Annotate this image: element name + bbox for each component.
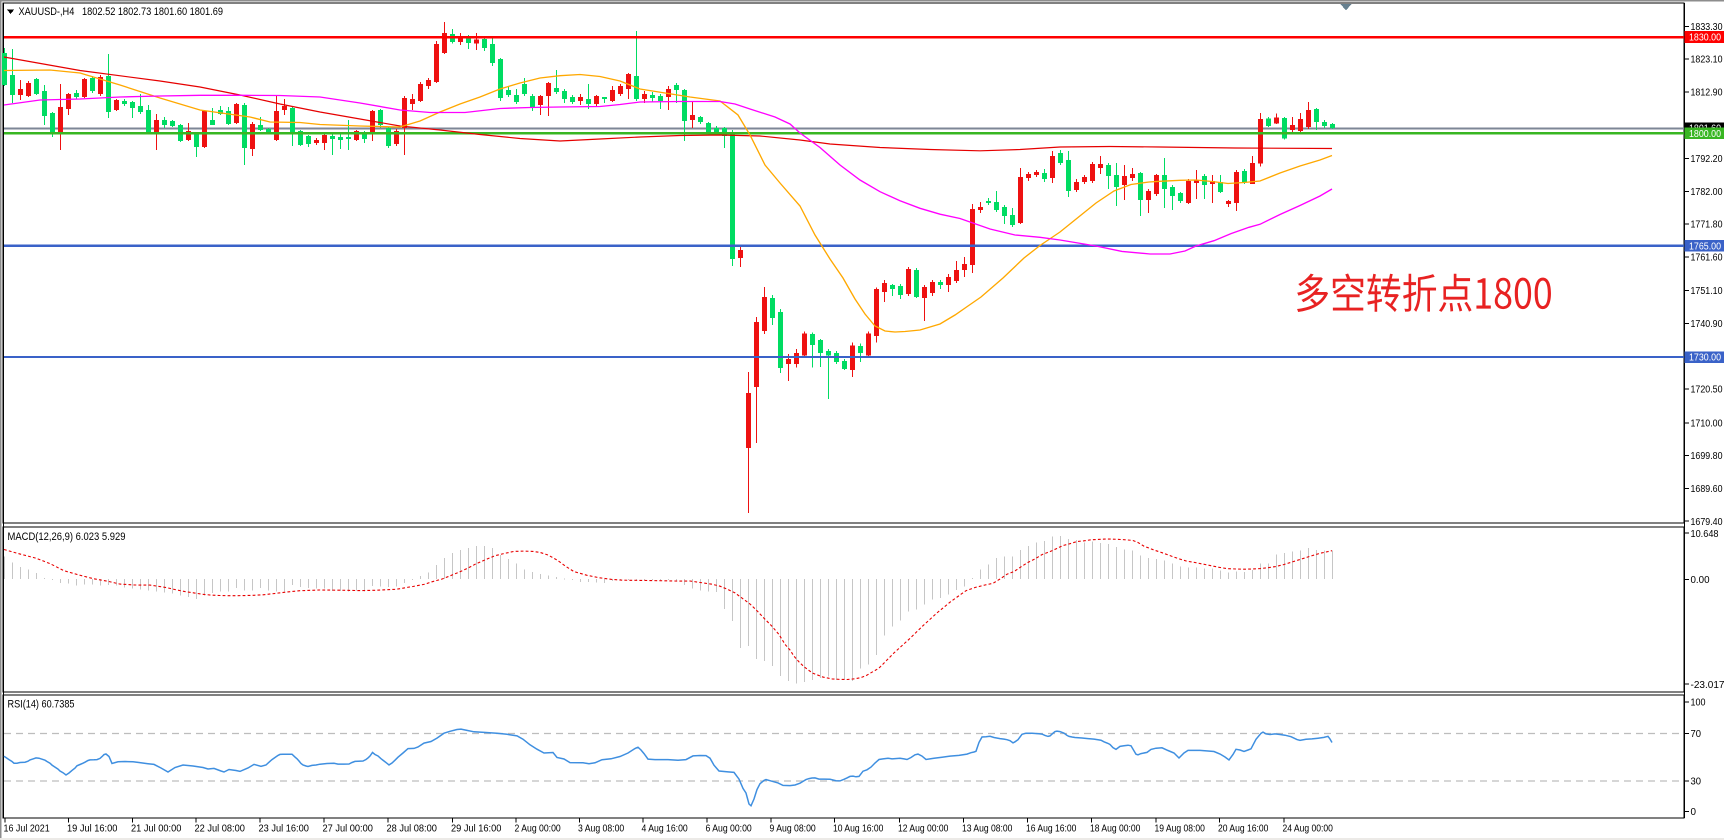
svg-text:19 Jul 16:00: 19 Jul 16:00 bbox=[67, 824, 118, 835]
svg-text:1679.40: 1679.40 bbox=[1691, 517, 1723, 528]
svg-text:1771.80: 1771.80 bbox=[1691, 220, 1723, 231]
svg-text:1830.00: 1830.00 bbox=[1689, 33, 1721, 44]
svg-text:1751.10: 1751.10 bbox=[1691, 286, 1723, 297]
svg-text:2 Aug 00:00: 2 Aug 00:00 bbox=[515, 824, 562, 835]
svg-text:22 Jul 08:00: 22 Jul 08:00 bbox=[195, 824, 246, 835]
svg-text:MACD(12,26,9) 6.023 5.929: MACD(12,26,9) 6.023 5.929 bbox=[8, 531, 126, 543]
svg-text:13 Aug 08:00: 13 Aug 08:00 bbox=[962, 824, 1013, 835]
svg-text:10.648: 10.648 bbox=[1691, 529, 1719, 540]
svg-text:23 Jul 16:00: 23 Jul 16:00 bbox=[259, 824, 310, 835]
svg-text:29 Jul 16:00: 29 Jul 16:00 bbox=[451, 824, 502, 835]
svg-text:3 Aug 08:00: 3 Aug 08:00 bbox=[578, 824, 625, 835]
svg-text:28 Jul 08:00: 28 Jul 08:00 bbox=[387, 824, 438, 835]
svg-text:1730.00: 1730.00 bbox=[1689, 353, 1721, 364]
svg-text:1710.00: 1710.00 bbox=[1691, 418, 1723, 429]
svg-text:RSI(14) 60.7385: RSI(14) 60.7385 bbox=[8, 699, 75, 711]
svg-text:20 Aug 16:00: 20 Aug 16:00 bbox=[1218, 824, 1269, 835]
svg-text:18 Aug 00:00: 18 Aug 00:00 bbox=[1090, 824, 1141, 835]
svg-text:1823.10: 1823.10 bbox=[1691, 55, 1723, 66]
svg-text:19 Aug 08:00: 19 Aug 08:00 bbox=[1155, 824, 1206, 835]
svg-text:1782.00: 1782.00 bbox=[1691, 187, 1723, 198]
svg-text:24 Aug 00:00: 24 Aug 00:00 bbox=[1283, 824, 1334, 835]
svg-text:1800.00: 1800.00 bbox=[1689, 129, 1721, 140]
svg-text:21 Jul 00:00: 21 Jul 00:00 bbox=[131, 824, 182, 835]
svg-text:27 Jul 00:00: 27 Jul 00:00 bbox=[323, 824, 374, 835]
svg-text:1720.50: 1720.50 bbox=[1691, 385, 1723, 396]
svg-text:70: 70 bbox=[1691, 729, 1702, 740]
svg-text:12 Aug 00:00: 12 Aug 00:00 bbox=[898, 824, 949, 835]
svg-text:6 Aug 00:00: 6 Aug 00:00 bbox=[706, 824, 753, 835]
svg-text:9 Aug 08:00: 9 Aug 08:00 bbox=[770, 824, 817, 835]
svg-text:10 Aug 16:00: 10 Aug 16:00 bbox=[833, 824, 884, 835]
svg-text:1812.90: 1812.90 bbox=[1691, 88, 1723, 99]
svg-text:4 Aug 16:00: 4 Aug 16:00 bbox=[642, 824, 689, 835]
svg-text:XAUUSD-,H4 1802.52 1802.73 1: XAUUSD-,H4 1802.52 1802.73 1801.60 1801.… bbox=[19, 6, 224, 18]
svg-text:1833.30: 1833.30 bbox=[1691, 22, 1723, 33]
svg-text:1761.60: 1761.60 bbox=[1691, 253, 1723, 264]
svg-text:100: 100 bbox=[1691, 698, 1706, 709]
svg-text:30: 30 bbox=[1691, 777, 1702, 788]
svg-text:1765.00: 1765.00 bbox=[1689, 241, 1721, 252]
svg-text:1699.80: 1699.80 bbox=[1691, 451, 1723, 462]
svg-text:0: 0 bbox=[1691, 807, 1697, 818]
svg-text:0.00: 0.00 bbox=[1691, 575, 1710, 586]
svg-text:1740.90: 1740.90 bbox=[1691, 319, 1723, 330]
svg-text:-23.017: -23.017 bbox=[1691, 680, 1724, 691]
svg-text:16 Jul 2021: 16 Jul 2021 bbox=[4, 824, 51, 835]
svg-text:1689.60: 1689.60 bbox=[1691, 484, 1723, 495]
svg-text:16 Aug 16:00: 16 Aug 16:00 bbox=[1026, 824, 1077, 835]
svg-text:1792.20: 1792.20 bbox=[1691, 154, 1723, 165]
